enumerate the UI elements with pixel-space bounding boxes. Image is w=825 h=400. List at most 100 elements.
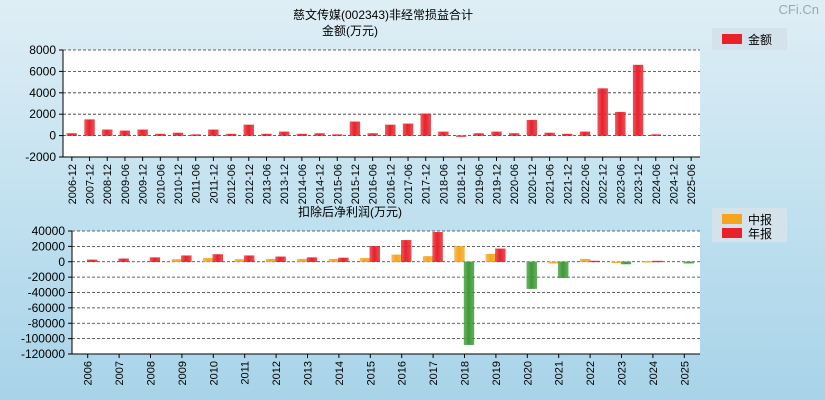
bar: [102, 129, 113, 136]
x-tick-label: 2016-12: [385, 164, 397, 204]
bar: [562, 133, 573, 136]
bar: [306, 257, 318, 262]
x-tick-label: 2021: [554, 361, 566, 385]
bar: [526, 261, 537, 289]
x-tick-label: 2018-06: [438, 164, 450, 204]
y-tick-label: -2000: [25, 150, 56, 164]
bar: [509, 133, 520, 136]
bar: [275, 256, 286, 262]
bar: [615, 111, 626, 136]
x-tick-label: 2023-06: [615, 164, 627, 204]
bar: [611, 261, 622, 263]
bar: [491, 131, 502, 136]
bar: [454, 246, 465, 262]
bar: [328, 258, 340, 262]
y-tick-label: -40000: [28, 286, 66, 300]
bar: [385, 124, 396, 136]
bar: [420, 113, 431, 136]
bar: [432, 232, 443, 262]
bar: [225, 133, 237, 136]
y-tick-label: 40000: [32, 224, 66, 238]
x-tick-label: 2025: [679, 361, 691, 385]
bar: [360, 258, 371, 262]
bar: [544, 132, 555, 136]
bar: [632, 64, 644, 136]
x-tick-label: 2014-12: [315, 164, 327, 204]
bar: [401, 240, 412, 262]
bar: [349, 121, 361, 136]
bar: [87, 259, 98, 262]
bar: [338, 257, 349, 262]
bar: [548, 261, 559, 264]
legend-swatch: [722, 214, 742, 224]
bar: [208, 129, 219, 136]
bar: [367, 133, 378, 136]
bar: [438, 131, 449, 136]
bar: [650, 134, 661, 136]
x-tick-label: 2020-06: [509, 164, 521, 204]
bar: [203, 258, 214, 262]
bar: [279, 131, 290, 136]
x-tick-label: 2006: [83, 361, 95, 385]
bar: [485, 253, 497, 262]
bar: [422, 256, 434, 262]
legend-label: 年报: [748, 226, 772, 241]
x-tick-label: 2018: [460, 361, 472, 385]
x-tick-label: 2015: [365, 361, 377, 385]
y-tick-label: 4000: [29, 86, 56, 100]
bar: [149, 257, 161, 262]
bar: [579, 258, 591, 262]
x-tick-label: 2009-12: [138, 164, 150, 204]
x-tick-label: 2016-06: [368, 164, 380, 204]
chart-title: 慈文传媒(002343)非经常损益合计: [293, 7, 473, 22]
x-tick-label: 2013-06: [261, 164, 273, 204]
x-tick-label: 2012-12: [244, 164, 256, 204]
legend-label: 金额: [748, 32, 772, 47]
x-tick-label: 2016: [397, 361, 409, 385]
bar: [597, 88, 608, 136]
legend-swatch: [722, 34, 742, 44]
bar: [265, 258, 277, 262]
x-tick-label: 2008: [146, 361, 158, 385]
x-tick-label: 2012: [271, 361, 283, 385]
bar: [296, 133, 308, 136]
legend-swatch: [722, 228, 742, 238]
bar: [526, 119, 538, 136]
x-tick-label: 2010-06: [155, 164, 167, 204]
y-tick-label: 8000: [29, 43, 56, 57]
bar: [66, 133, 77, 136]
bar: [314, 133, 325, 136]
y-tick-label: -20000: [28, 270, 66, 284]
y-tick-label: -60000: [28, 301, 66, 315]
x-tick-label: 2017-12: [421, 164, 433, 204]
x-tick-label: 2024-12: [668, 164, 680, 204]
x-tick-label: 2022-06: [580, 164, 592, 204]
y-tick-label: 0: [49, 129, 56, 143]
bar: [579, 131, 591, 136]
x-tick-label: 2010: [208, 361, 220, 385]
y-tick-label: 20000: [32, 239, 66, 253]
bar: [683, 261, 694, 264]
x-tick-label: 2019-12: [492, 164, 504, 204]
bar: [243, 124, 254, 136]
bar: [190, 134, 201, 136]
x-tick-label: 2015-12: [350, 164, 362, 204]
x-tick-label: 2009-06: [120, 164, 132, 204]
bar: [234, 259, 245, 262]
bar: [84, 119, 95, 136]
x-tick-label: 2021-12: [562, 164, 574, 204]
y-tick-label: -80000: [28, 316, 66, 330]
bar: [391, 254, 402, 262]
x-tick-label: 2013: [303, 361, 315, 385]
x-tick-label: 2023: [617, 361, 629, 385]
bar: [369, 246, 380, 262]
bar: [473, 133, 484, 136]
bar: [642, 261, 654, 263]
x-tick-label: 2011-06: [191, 164, 203, 204]
x-tick-label: 2022-12: [598, 164, 610, 204]
x-tick-label: 2007-12: [85, 164, 97, 204]
legend-box: [712, 28, 787, 50]
x-tick-label: 2015-06: [332, 164, 344, 204]
x-tick-label: 2014-06: [297, 164, 309, 204]
